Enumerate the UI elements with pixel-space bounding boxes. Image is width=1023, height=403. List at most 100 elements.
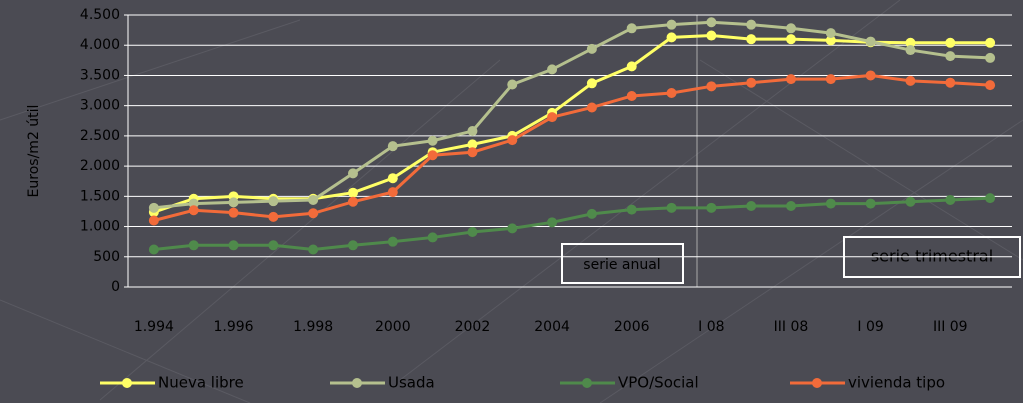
legend-label: Nueva libre (158, 374, 244, 392)
data-point (228, 240, 239, 251)
data-point (945, 37, 956, 48)
data-point (865, 198, 876, 209)
y-tick-label: 1.500 (80, 188, 120, 204)
data-point (786, 74, 796, 85)
data-point (347, 168, 358, 179)
data-point (467, 147, 478, 158)
data-point (347, 187, 358, 198)
x-tick-label: 1.994 (134, 319, 174, 335)
data-point (268, 196, 279, 207)
data-point (467, 126, 478, 137)
data-point (706, 17, 717, 28)
data-point (148, 215, 159, 226)
data-point (746, 34, 757, 45)
data-point (786, 23, 796, 34)
data-point (586, 208, 597, 219)
x-tick-label: I 08 (698, 319, 724, 335)
legend-label: VPO/Social (618, 374, 699, 392)
x-tick-label: 1.996 (213, 319, 253, 335)
series-line (153, 73, 991, 222)
data-point (626, 90, 637, 101)
data-point (347, 196, 358, 207)
data-point (547, 217, 558, 228)
data-point (427, 135, 438, 146)
data-point (626, 23, 637, 34)
data-point (786, 201, 796, 212)
data-point (905, 37, 916, 48)
data-point (547, 64, 558, 75)
data-point (228, 197, 239, 208)
data-point (865, 36, 876, 47)
data-point (825, 35, 836, 46)
data-point (746, 201, 757, 212)
y-tick-label: 1.000 (80, 219, 120, 235)
annotation-box (561, 243, 684, 284)
y-tick-label: 2.500 (80, 128, 120, 144)
data-point (188, 240, 199, 251)
x-tick-label: 1.998 (293, 319, 333, 335)
data-point (706, 81, 717, 92)
x-tick-label: III 08 (774, 319, 809, 335)
data-point (746, 19, 757, 30)
data-point (347, 240, 358, 251)
y-tick-label: 0 (111, 279, 120, 295)
y-tick-label: 4.000 (80, 37, 120, 53)
data-point (387, 236, 398, 247)
data-point (507, 135, 518, 146)
legend-marker (812, 378, 822, 388)
data-point (945, 51, 956, 62)
y-tick-label: 4.500 (80, 7, 120, 23)
y-tick-label: 3.500 (80, 67, 120, 83)
x-tick-label: 2002 (455, 319, 491, 335)
data-point (786, 34, 796, 45)
data-point (507, 223, 518, 234)
annotation: serie anual (583, 257, 660, 273)
data-point (985, 52, 996, 63)
legend-marker (122, 378, 132, 388)
data-point (387, 141, 398, 152)
series-line (153, 34, 991, 214)
data-point (746, 77, 757, 88)
data-point (268, 240, 279, 251)
data-point (586, 102, 597, 113)
legend-marker (582, 378, 592, 388)
data-point (706, 202, 717, 213)
data-point (905, 45, 916, 56)
data-point (467, 139, 478, 150)
data-point (905, 75, 916, 86)
x-tick-label: I 09 (857, 319, 883, 335)
data-point (427, 232, 438, 243)
y-tick-label: 500 (93, 249, 120, 265)
data-point (308, 194, 319, 205)
data-point (825, 198, 836, 209)
x-tick-label: 2000 (375, 319, 411, 335)
data-point (308, 208, 319, 219)
data-point (268, 211, 279, 222)
data-point (427, 150, 438, 161)
x-tick-label: 2004 (534, 319, 570, 335)
data-point (666, 87, 677, 98)
data-point (387, 173, 398, 184)
data-point (985, 80, 996, 91)
data-point (985, 37, 996, 48)
data-point (228, 207, 239, 218)
data-point (945, 77, 956, 88)
data-point (188, 205, 199, 216)
data-point (507, 79, 518, 90)
data-point (547, 112, 558, 123)
legend-label: vivienda tipo (848, 374, 945, 392)
annotation: serie trimestral (871, 247, 993, 266)
legend-label: Usada (388, 374, 435, 392)
data-point (148, 202, 159, 213)
data-point (905, 196, 916, 207)
legend-marker (352, 378, 362, 388)
series-line (153, 196, 991, 252)
data-point (586, 43, 597, 54)
data-point (666, 202, 677, 213)
data-point (308, 244, 319, 255)
data-point (467, 226, 478, 237)
data-point (985, 193, 996, 204)
data-point (865, 70, 876, 81)
y-tick-label: 2.000 (80, 158, 120, 174)
